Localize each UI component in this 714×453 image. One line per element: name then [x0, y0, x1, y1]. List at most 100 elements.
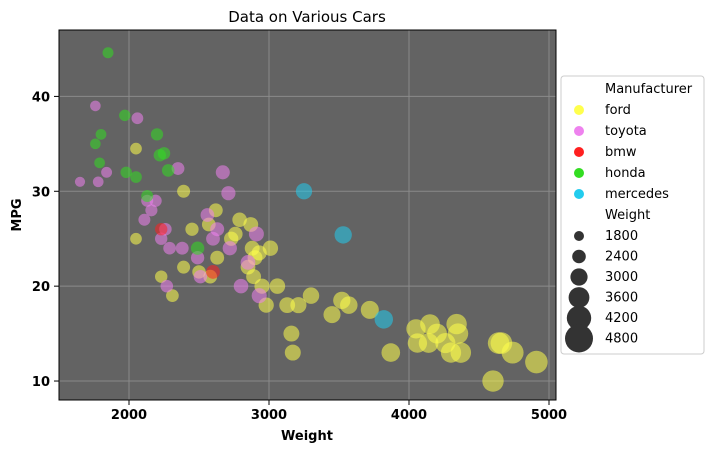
data-point-honda: [94, 157, 105, 169]
legend-label-bmw: bmw: [605, 145, 637, 160]
data-point-toyota: [240, 255, 256, 270]
legend-label-toyota: toyota: [605, 124, 647, 139]
data-point-toyota: [145, 204, 158, 217]
data-point-toyota: [74, 176, 86, 187]
data-point-ford: [130, 232, 142, 245]
data-point-toyota: [248, 226, 264, 242]
legend-size-label: 4800: [605, 332, 638, 347]
data-point-toyota: [138, 213, 151, 226]
legend-size-marker: [566, 305, 592, 331]
legend-size-marker: [568, 287, 590, 308]
data-point-bmw: [155, 223, 168, 236]
data-point-ford: [185, 222, 199, 236]
data-point-honda: [130, 171, 142, 183]
data-point-bmw: [206, 265, 220, 279]
legend-size-label: 2400: [605, 250, 638, 265]
y-tick-label: 30: [32, 185, 50, 200]
data-point-honda: [150, 128, 164, 141]
data-point-ford: [279, 297, 296, 314]
legend-marker-honda: [574, 168, 584, 178]
legend-hue-entries: ford toyota bmw honda mercedes: [574, 103, 669, 202]
data-point-toyota: [210, 222, 225, 237]
data-point-toyota: [215, 165, 230, 180]
data-point-ford: [262, 240, 279, 256]
legend-marker-ford: [574, 105, 584, 115]
data-point-ford: [130, 142, 142, 155]
data-point-ford: [232, 212, 247, 228]
data-point-toyota: [155, 232, 168, 245]
data-point-ford: [302, 287, 320, 304]
data-point-ford: [155, 270, 168, 283]
data-point-honda: [90, 138, 101, 150]
data-point-ford: [360, 300, 379, 319]
data-point-ford: [269, 278, 286, 294]
data-point-toyota: [193, 269, 208, 284]
data-point-honda: [119, 109, 131, 122]
data-point-toyota: [221, 186, 236, 201]
data-point-toyota: [163, 241, 176, 255]
data-point-ford: [290, 297, 307, 314]
legend-marker-toyota: [574, 126, 584, 136]
data-point-toyota: [171, 162, 185, 175]
data-point-mercedes: [374, 310, 394, 329]
data-point-ford: [381, 343, 401, 362]
data-point-toyota: [233, 278, 249, 294]
legend-size-marker: [570, 268, 588, 286]
data-point-ford: [177, 184, 191, 198]
data-point-honda: [161, 164, 175, 177]
legend-label-ford: ford: [605, 103, 631, 118]
plot-area: [59, 30, 556, 400]
y-axis-ticks: 10 20 30 40: [32, 90, 59, 390]
data-point-ford: [340, 296, 358, 314]
legend-size-label: 3600: [605, 291, 638, 306]
data-point-ford: [482, 370, 504, 392]
legend-label-mercedes: mercedes: [605, 187, 669, 202]
data-point-ford: [501, 341, 524, 364]
data-point-ford: [210, 250, 225, 265]
legend-size-marker: [572, 249, 586, 264]
data-point-toyota: [190, 251, 205, 265]
data-point-mercedes: [295, 183, 313, 200]
x-tick-label: 5000: [531, 408, 567, 423]
legend-size-title: Weight: [605, 208, 650, 223]
legend-marker-bmw: [574, 147, 584, 157]
legend-size-label: 1800: [605, 229, 638, 244]
data-point-ford: [228, 226, 243, 242]
data-point-honda: [157, 147, 171, 160]
legend-size-label: 3000: [605, 270, 638, 285]
legend-size-entries: 1800 2400 3000 3600 4200 4800: [565, 229, 638, 353]
legend-hue-title: Manufacturer: [605, 82, 693, 97]
x-tick-label: 3000: [251, 408, 287, 423]
legend: Manufacturer fordtoyotabmwhondamercedes …: [560, 75, 705, 355]
x-axis-ticks: 2000 3000 4000 5000: [111, 400, 567, 423]
legend-size-label: 4200: [605, 311, 638, 326]
data-point-mercedes: [334, 226, 352, 244]
data-point-toyota: [101, 166, 113, 178]
y-tick-label: 20: [32, 280, 50, 295]
legend-box: [560, 75, 705, 355]
data-point-honda: [120, 166, 132, 179]
data-point-honda: [102, 47, 114, 59]
legend-marker-mercedes: [574, 189, 584, 199]
data-point-honda: [95, 128, 107, 140]
data-point-toyota: [90, 100, 101, 112]
data-point-honda: [190, 241, 205, 255]
plot-frame: [58, 29, 557, 401]
legend-label-honda: honda: [605, 166, 646, 181]
y-tick-label: 10: [32, 375, 50, 390]
data-point-ford: [166, 289, 179, 302]
x-axis-label: Weight: [281, 429, 333, 444]
data-point-ford: [177, 260, 191, 274]
y-axis-label: MPG: [10, 198, 25, 231]
x-tick-label: 4000: [391, 408, 427, 423]
data-points: [74, 47, 548, 392]
data-point-toyota: [131, 112, 144, 125]
legend-size-marker: [574, 231, 584, 241]
data-point-ford: [283, 325, 300, 342]
data-point-toyota: [175, 241, 189, 255]
y-tick-label: 40: [32, 90, 50, 105]
data-point-toyota: [222, 241, 237, 256]
x-tick-label: 2000: [111, 408, 147, 423]
data-point-ford: [284, 344, 301, 361]
